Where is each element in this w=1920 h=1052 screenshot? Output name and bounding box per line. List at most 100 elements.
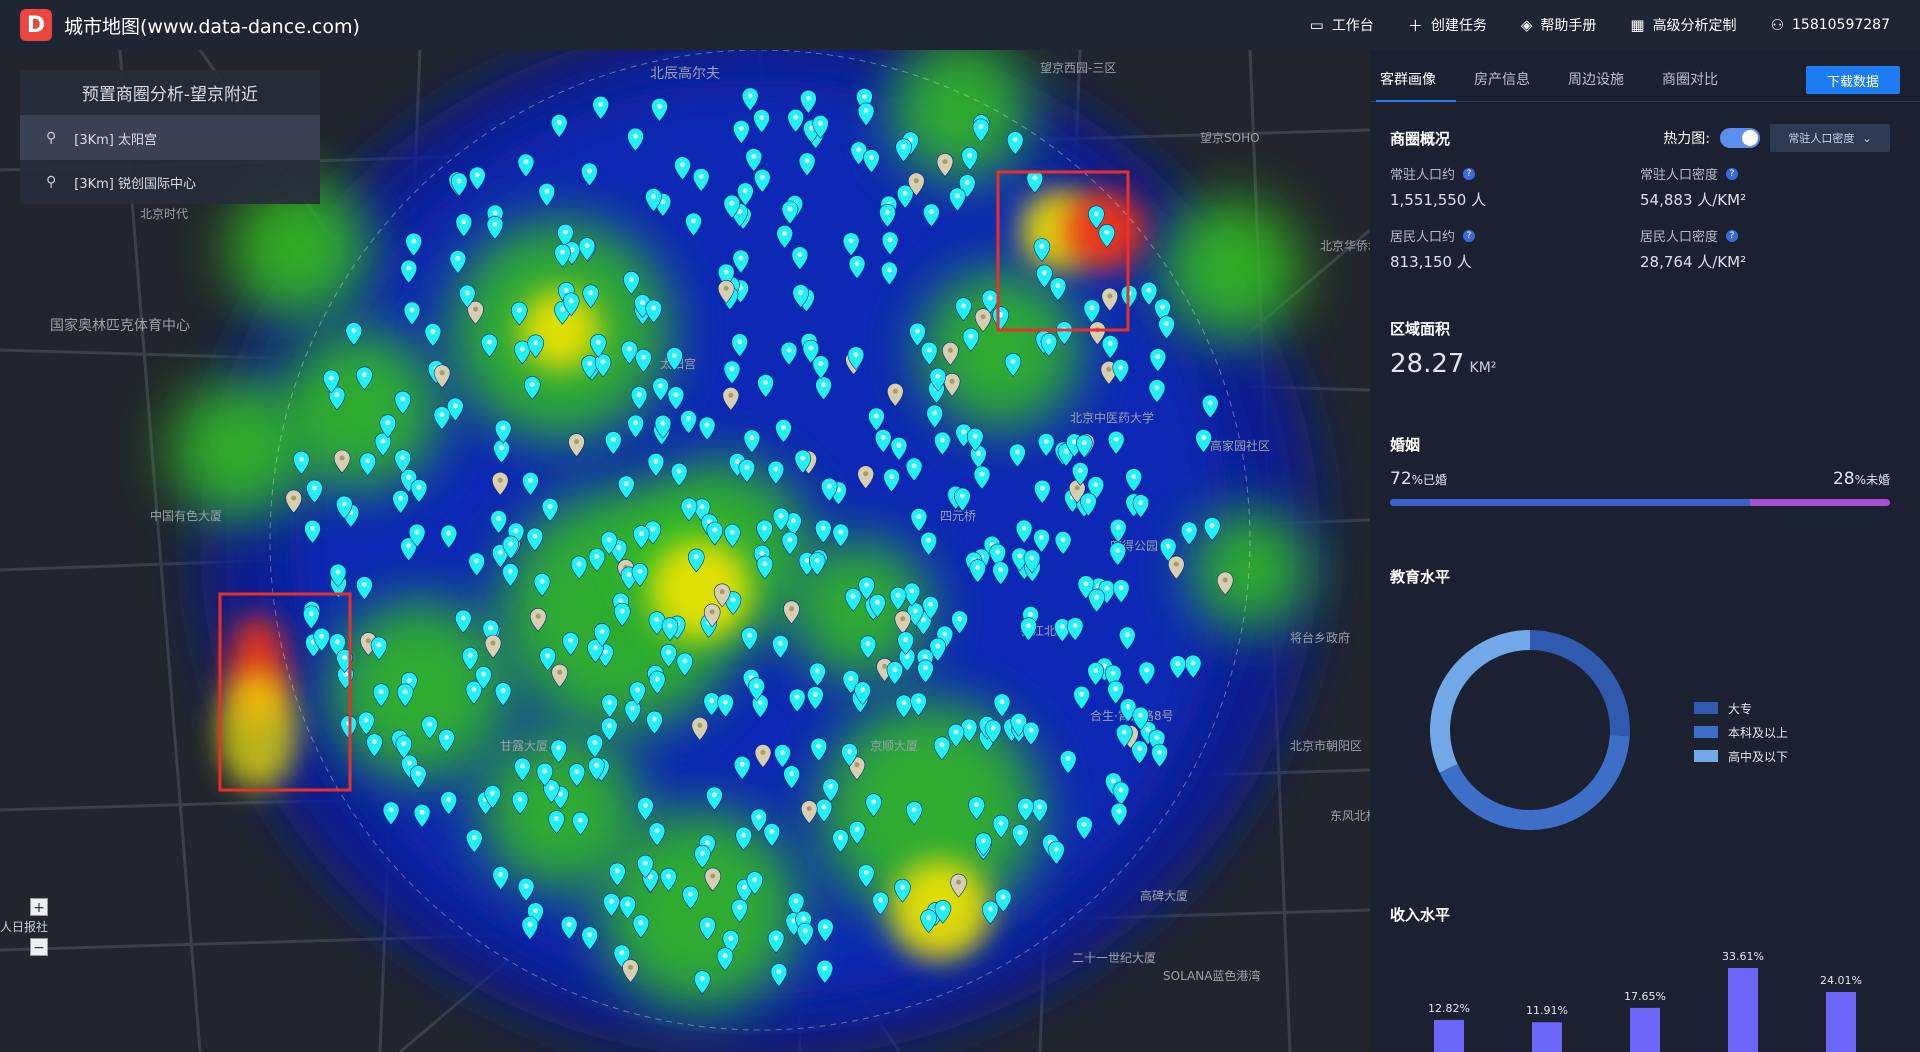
poi-marker <box>703 603 721 628</box>
poi-marker <box>356 366 373 391</box>
nav-help[interactable]: ◈ 帮助手册 <box>1520 16 1597 34</box>
poi-marker <box>455 213 473 238</box>
poi-marker <box>554 243 571 268</box>
poi-marker <box>754 744 772 768</box>
map-canvas[interactable]: 北辰高尔夫望京西园-三区望京SOHO国家奥林匹克体育中心太阳宫四元桥京顺大厦合生… <box>0 50 1370 1052</box>
poi-marker <box>1056 321 1073 346</box>
legend-item: 高中及以下 <box>1694 744 1788 768</box>
preset-area-panel: 预置商圈分析-望京附近 ⚲ [3Km] 太阳宫 ⚲ [3Km] 锐创国际中心 <box>20 70 320 204</box>
poi-marker <box>1022 721 1040 746</box>
map-label: 国家奥林匹克体育中心 <box>50 317 190 334</box>
overview-title: 商圈概况 <box>1390 130 1451 148</box>
poi-marker <box>1088 588 1105 613</box>
tab-customer-profile[interactable]: 客群画像 <box>1380 71 1436 88</box>
single-value: 28%未婚 <box>1832 469 1890 489</box>
heatmap-select[interactable]: 常驻人口密度 ⌄ <box>1770 124 1890 152</box>
poi-marker <box>812 355 830 380</box>
poi-marker <box>630 386 648 411</box>
map-label: 京顺大厦 <box>870 739 918 753</box>
poi-marker <box>993 693 1011 718</box>
help-icon[interactable]: ? <box>1726 167 1739 180</box>
income-bar-label: 24.01% <box>1820 974 1862 987</box>
poi-marker <box>652 377 669 402</box>
heatmap-map[interactable]: 北辰高尔夫望京西园-三区望京SOHO国家奥林匹克体育中心太阳宫四元桥京顺大厦合生… <box>0 50 1370 1052</box>
poi-marker <box>538 183 556 207</box>
nav-create-task[interactable]: ＋创建任务 <box>1407 16 1487 35</box>
poi-marker <box>895 138 913 163</box>
poi-marker <box>627 127 644 152</box>
poi-marker <box>832 829 849 853</box>
poi-marker <box>322 369 340 394</box>
poi-marker <box>723 360 741 385</box>
poi-marker <box>724 591 742 616</box>
poi-marker <box>395 735 413 759</box>
help-icon[interactable]: ? <box>1463 167 1476 180</box>
poi-marker <box>791 246 809 271</box>
poi-marker <box>949 187 966 212</box>
poi-marker <box>815 376 832 401</box>
poi-marker <box>465 829 483 854</box>
poi-marker <box>772 635 789 659</box>
poi-marker <box>894 878 911 903</box>
poi-marker <box>562 292 580 317</box>
poi-marker <box>588 757 605 781</box>
tab-compare[interactable]: 商圈对比 <box>1662 71 1718 88</box>
poi-marker <box>502 563 519 587</box>
poi-marker <box>523 376 541 400</box>
poi-marker <box>894 610 912 635</box>
preset-item-ruichuang[interactable]: ⚲ [3Km] 锐创国际中心 <box>46 174 197 192</box>
poi-marker <box>382 801 400 826</box>
app-logo[interactable]: D <box>20 9 52 41</box>
poi-marker <box>603 893 620 917</box>
poi-marker <box>586 734 604 759</box>
poi-marker <box>529 608 547 632</box>
poi-marker <box>722 387 740 411</box>
poi-marker <box>1072 462 1089 486</box>
poi-marker <box>491 471 509 496</box>
stat-residents: 居民人口约? 813,150 人 <box>1390 226 1476 272</box>
poi-marker <box>676 652 694 677</box>
help-icon[interactable]: ? <box>1463 229 1476 242</box>
poi-marker <box>897 631 915 656</box>
poi-marker <box>517 877 535 902</box>
poi-marker <box>787 108 805 133</box>
married-fill <box>1390 499 1750 506</box>
poi-marker <box>706 786 723 811</box>
help-icon[interactable]: ? <box>1726 229 1739 242</box>
poi-markers[interactable] <box>285 87 1234 995</box>
poi-marker <box>609 862 626 887</box>
nav-workbench[interactable]: ▭ 工作台 <box>1309 16 1374 34</box>
nav-user[interactable]: ⚇ 15810597287 <box>1770 16 1890 34</box>
tab-property[interactable]: 房产信息 <box>1474 71 1530 88</box>
poi-marker <box>1004 353 1022 377</box>
heatmap-toggle[interactable] <box>1720 128 1760 148</box>
poi-marker <box>905 457 923 482</box>
poi-marker <box>651 98 668 122</box>
poi-marker <box>698 416 716 441</box>
poi-marker <box>1031 798 1048 823</box>
zoom-out-button[interactable]: − <box>30 938 48 956</box>
poi-marker <box>1034 479 1051 504</box>
stat-value: 1,551,550 人 <box>1390 191 1487 209</box>
overview-section: 商圈概况 <box>1390 128 1450 149</box>
zoom-in-button[interactable]: + <box>30 898 48 916</box>
poi-marker <box>593 623 611 647</box>
preset-item-taiyanggong[interactable]: ⚲ [3Km] 太阳宫 <box>20 116 320 160</box>
tab-facilities[interactable]: 周边设施 <box>1568 71 1624 88</box>
poi-marker <box>992 814 1010 839</box>
map-label: 北辰高尔夫 <box>650 65 720 82</box>
download-button[interactable]: 下载数据 <box>1806 66 1900 94</box>
poi-marker <box>787 892 805 917</box>
poi-marker <box>950 873 967 898</box>
donut-slice <box>1430 630 1530 773</box>
map-label: 将台乡政府 <box>1290 630 1350 645</box>
nav-advanced[interactable]: ▦ 高级分析定制 <box>1630 16 1737 34</box>
poi-marker <box>433 406 451 431</box>
poi-marker <box>582 284 600 309</box>
poi-marker <box>910 508 928 532</box>
poi-marker <box>973 465 991 490</box>
poi-marker <box>379 414 397 439</box>
poi-marker <box>792 284 810 309</box>
poi-marker <box>617 475 635 500</box>
poi-marker <box>1138 661 1156 686</box>
